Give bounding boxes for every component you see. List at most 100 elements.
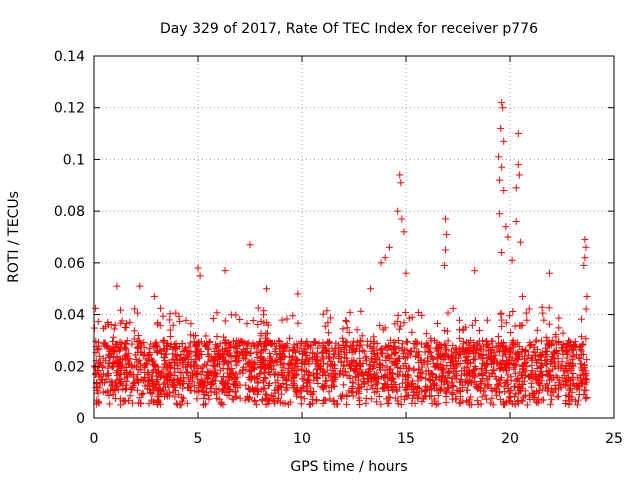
data-point bbox=[134, 332, 142, 340]
data-point bbox=[479, 355, 487, 363]
data-point bbox=[511, 322, 519, 330]
data-point bbox=[398, 379, 406, 387]
data-point bbox=[95, 373, 103, 381]
data-point bbox=[343, 400, 351, 408]
data-point bbox=[439, 369, 447, 377]
data-point bbox=[576, 355, 584, 363]
data-point bbox=[359, 346, 367, 354]
data-point bbox=[569, 362, 577, 370]
data-point bbox=[194, 375, 202, 383]
data-point bbox=[518, 365, 526, 373]
data-point bbox=[433, 381, 441, 389]
data-point bbox=[257, 317, 265, 325]
y-tick-label: 0.06 bbox=[54, 256, 85, 272]
data-point bbox=[527, 340, 535, 348]
data-point bbox=[539, 371, 547, 379]
data-point bbox=[555, 314, 563, 322]
data-point bbox=[431, 397, 439, 405]
data-point bbox=[505, 364, 513, 372]
data-point bbox=[359, 359, 367, 367]
data-point bbox=[504, 233, 512, 241]
data-point bbox=[299, 358, 307, 366]
data-point bbox=[138, 391, 146, 399]
data-point bbox=[180, 394, 188, 402]
data-point bbox=[271, 347, 279, 355]
data-point bbox=[215, 386, 223, 394]
data-point bbox=[507, 376, 515, 384]
data-point bbox=[408, 328, 416, 336]
data-point bbox=[117, 378, 125, 386]
data-point bbox=[523, 316, 531, 324]
data-point bbox=[133, 386, 141, 394]
data-point bbox=[343, 393, 351, 401]
data-point bbox=[218, 345, 226, 353]
data-point bbox=[531, 393, 539, 401]
data-point bbox=[108, 378, 116, 386]
data-point bbox=[259, 347, 267, 355]
data-point bbox=[305, 400, 313, 408]
data-point bbox=[350, 346, 358, 354]
data-point bbox=[545, 320, 553, 328]
data-point bbox=[456, 349, 464, 357]
data-point bbox=[511, 341, 519, 349]
data-point bbox=[406, 347, 414, 355]
data-point bbox=[433, 353, 441, 361]
data-point bbox=[386, 368, 394, 376]
data-point bbox=[555, 324, 563, 332]
data-point bbox=[499, 366, 507, 374]
data-point bbox=[379, 383, 387, 391]
plot-border bbox=[93, 55, 615, 419]
data-point bbox=[310, 353, 318, 361]
data-point bbox=[449, 367, 457, 375]
data-point bbox=[558, 358, 566, 366]
data-point bbox=[487, 356, 495, 364]
data-point bbox=[466, 379, 474, 387]
data-point bbox=[120, 343, 128, 351]
data-point bbox=[583, 292, 591, 300]
data-point bbox=[94, 346, 102, 354]
data-point bbox=[531, 352, 539, 360]
data-point bbox=[546, 269, 554, 277]
data-point bbox=[145, 345, 153, 353]
data-point bbox=[180, 374, 188, 382]
data-point bbox=[288, 382, 296, 390]
data-point bbox=[509, 361, 517, 369]
data-point bbox=[288, 361, 296, 369]
data-point bbox=[577, 315, 585, 323]
data-point bbox=[96, 352, 104, 360]
data-point bbox=[522, 359, 530, 367]
data-point bbox=[113, 282, 121, 290]
data-point bbox=[160, 386, 168, 394]
data-point bbox=[372, 381, 380, 389]
data-point bbox=[569, 369, 577, 377]
data-point bbox=[284, 400, 292, 408]
data-point bbox=[552, 330, 560, 338]
data-point bbox=[262, 330, 270, 338]
data-point bbox=[454, 387, 462, 395]
y-axis-label: ROTI / TECUs bbox=[6, 191, 22, 283]
data-point bbox=[330, 361, 338, 369]
data-point bbox=[562, 361, 570, 369]
data-point bbox=[121, 323, 129, 331]
data-point bbox=[418, 398, 426, 406]
data-point bbox=[432, 401, 440, 409]
data-point bbox=[144, 351, 152, 359]
data-point bbox=[404, 381, 412, 389]
data-point bbox=[265, 362, 273, 370]
data-point bbox=[568, 388, 576, 396]
data-point bbox=[158, 390, 166, 398]
data-point bbox=[539, 309, 547, 317]
data-point bbox=[289, 312, 297, 320]
data-point bbox=[196, 272, 204, 280]
data-point bbox=[279, 366, 287, 374]
data-point bbox=[404, 338, 412, 346]
data-point bbox=[324, 319, 332, 327]
data-point bbox=[409, 379, 417, 387]
data-point bbox=[583, 356, 591, 364]
data-point bbox=[538, 303, 546, 311]
data-point bbox=[373, 388, 381, 396]
data-point bbox=[194, 364, 202, 372]
data-point bbox=[319, 385, 327, 393]
data-point bbox=[579, 370, 587, 378]
data-point bbox=[495, 153, 503, 161]
